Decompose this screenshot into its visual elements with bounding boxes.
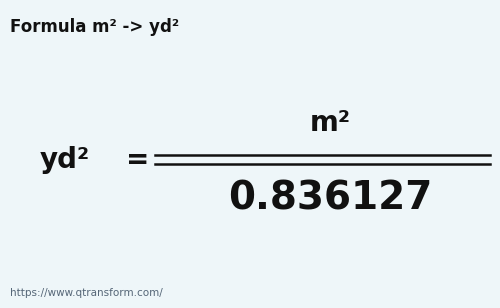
Text: Formula m² -> yd²: Formula m² -> yd² [10,18,179,36]
Text: 0.836127: 0.836127 [228,179,432,217]
Text: yd²: yd² [40,146,90,174]
Text: m²: m² [310,109,350,137]
Text: https://www.qtransform.com/: https://www.qtransform.com/ [10,288,163,298]
Text: =: = [126,146,150,174]
